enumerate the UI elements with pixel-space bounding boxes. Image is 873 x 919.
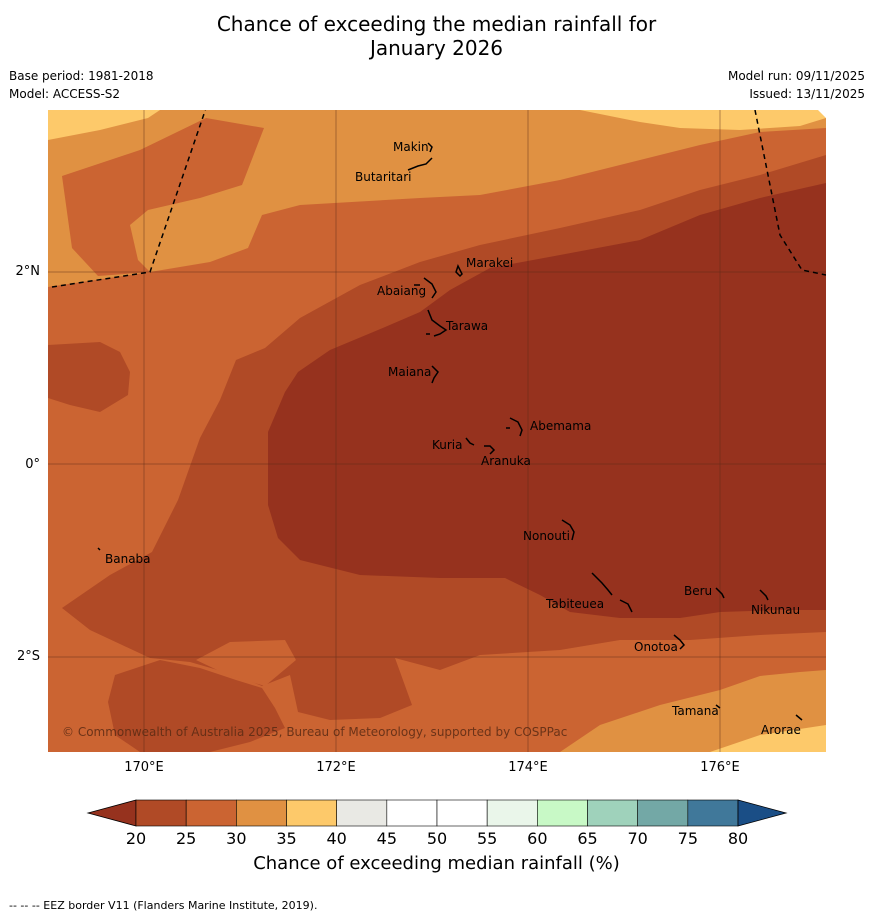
zone-white-corner	[818, 110, 826, 118]
colorbar-label: Chance of exceeding median rainfall (%)	[253, 853, 620, 874]
colorbar-tick: 40	[326, 829, 347, 848]
base-period: Base period: 1981-2018	[9, 69, 154, 83]
model-name: Model: ACCESS-S2	[9, 87, 121, 101]
colorbar-cell	[687, 799, 739, 827]
label-tamana: Tamana	[671, 704, 719, 718]
colorbar-cell	[236, 799, 287, 827]
colorbar-tick: 70	[627, 829, 648, 848]
lon-tick-174e: 174°E	[508, 760, 548, 775]
zone-35-40-ne	[580, 110, 826, 130]
title-line-1: Chance of exceeding the median rainfall …	[216, 12, 657, 36]
lon-tick-172e: 172°E	[316, 760, 356, 775]
label-aranuka: Aranuka	[481, 454, 531, 468]
label-beru: Beru	[684, 584, 712, 598]
model-run: Model run: 09/11/2025	[727, 69, 865, 83]
label-maiana: Maiana	[388, 365, 431, 379]
zone-25-30-pocket	[196, 640, 296, 686]
colorbar-tick: 50	[426, 829, 448, 848]
place-labels: Makin Butaritari Marakei Abaiang Tarawa …	[105, 140, 801, 737]
colorbar-cell	[587, 799, 638, 827]
label-tabiteuea: Tabiteuea	[545, 597, 604, 611]
label-abaiang: Abaiang	[377, 284, 426, 298]
issued-date: Issued: 13/11/2025	[749, 87, 865, 101]
colorbar-cell	[537, 799, 588, 827]
chart-title: Chance of exceeding the median rainfall …	[0, 12, 873, 60]
lat-tick-2s: 2°S	[16, 649, 40, 664]
zone-35-40-se	[710, 725, 826, 752]
colorbar	[86, 799, 788, 827]
colorbar-cell	[135, 799, 187, 827]
zone-35-40-nw	[48, 110, 160, 140]
meta-right: Model run: 09/11/2025 Issued: 13/11/2025	[728, 67, 865, 103]
label-abemama: Abemama	[530, 419, 591, 433]
colorbar-cell	[486, 799, 538, 827]
label-tarawa: Tarawa	[445, 319, 488, 333]
colorbar-tick: 55	[476, 829, 498, 848]
island-outlines	[97, 142, 803, 721]
zone-30-35-southeast	[560, 670, 826, 752]
meta-left: Base period: 1981-2018 Model: ACCESS-S2	[9, 67, 154, 103]
colorbar-tick: 20	[125, 829, 147, 848]
lat-tick-2n: 2°N	[15, 264, 41, 279]
label-onotoa: Onotoa	[634, 640, 678, 654]
colorbar-tick: 45	[376, 829, 397, 848]
title-line-2: January 2026	[369, 36, 504, 60]
copyright-notice: © Commonwealth of Australia 2025, Bureau…	[62, 725, 567, 739]
zone-25-30-nw-tongue	[62, 118, 264, 276]
colorbar-tick: 65	[577, 829, 598, 848]
label-banaba: Banaba	[105, 552, 151, 566]
colorbar-tick: 30	[226, 829, 247, 848]
label-nikunau: Nikunau	[751, 603, 800, 617]
label-nonouti: Nonouti	[523, 529, 570, 543]
eez-border	[51, 110, 826, 288]
colorbar-tick: 60	[527, 829, 548, 848]
zone-below-20	[268, 183, 826, 618]
lon-tick-170e: 170°E	[124, 760, 164, 775]
label-arorae: Arorae	[761, 723, 801, 737]
label-kuria: Kuria	[432, 438, 463, 452]
colorbar-tick: 35	[276, 829, 297, 848]
colorbar-tick: 80	[727, 829, 749, 848]
colorbar-tick: 75	[677, 829, 698, 848]
lat-tick-0: 0°	[25, 457, 40, 472]
zone-20-25-west-blob	[48, 342, 130, 412]
colorbar-over-arrow	[737, 799, 788, 827]
label-butaritari: Butaritari	[355, 170, 412, 184]
label-makin: Makin	[393, 140, 429, 154]
colorbar-cell	[286, 799, 337, 827]
zone-20-25-south-blob	[108, 660, 285, 752]
colorbar-under-arrow	[86, 799, 137, 827]
map-area: Makin Butaritari Marakei Abaiang Tarawa …	[48, 110, 826, 752]
colorbar-cell	[436, 799, 488, 827]
label-marakei: Marakei	[466, 256, 513, 270]
colorbar-cells	[135, 799, 739, 827]
lon-tick-176e: 176°E	[700, 760, 740, 775]
graticule	[48, 110, 826, 752]
colorbar-cell	[637, 799, 689, 827]
colorbar-cell	[336, 799, 388, 827]
colorbar-tick: 25	[175, 829, 197, 848]
colorbar-cell	[185, 799, 237, 827]
eez-footnote: -- -- -- EEZ border V11 (Flanders Marine…	[9, 899, 318, 912]
colorbar-cell	[386, 799, 438, 827]
